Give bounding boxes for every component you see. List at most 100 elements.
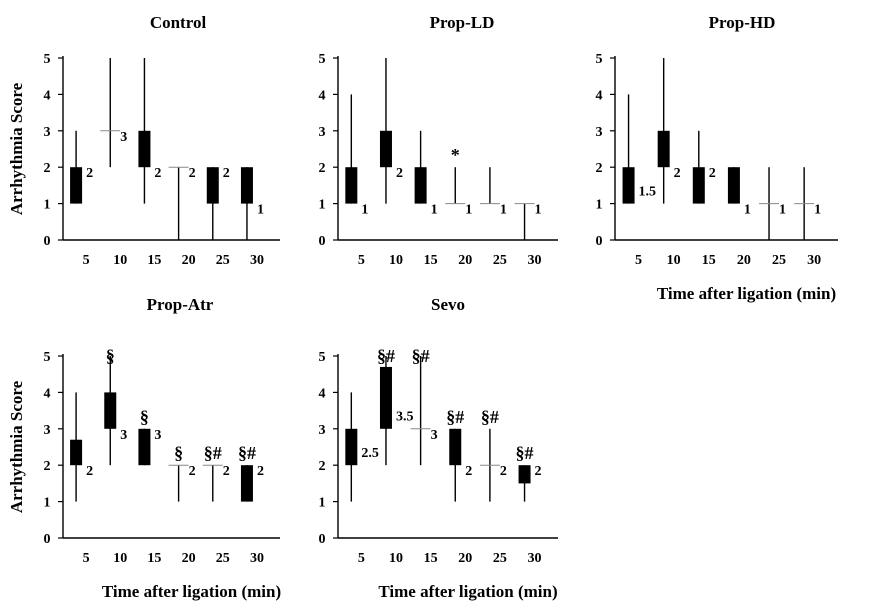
y-tick-label: 0 [44, 532, 51, 547]
box [138, 428, 151, 466]
x-tick-label: 15 [702, 253, 716, 268]
panel-4: Prop-Atr 0 1 2 3 4 5 Arrhythmia Score 5 10 15 20 25 3… [7, 295, 281, 601]
y-tick-label: 0 [319, 532, 326, 547]
x-tick-label: 30 [250, 253, 264, 268]
x-tick-label: 25 [216, 253, 230, 268]
x-tick-label: 5 [358, 551, 365, 566]
x-tick-label: 30 [528, 551, 542, 566]
y-axis-label: Arrhythmia Score [7, 380, 26, 513]
median-label: 1 [465, 203, 472, 218]
panel-1: Control 0 1 2 3 4 5 Arrhythmia Score 5 10 15 20 25 30… [7, 13, 280, 268]
box [104, 392, 117, 429]
x-axis-label: Time after ligation (min) [378, 582, 557, 601]
median-label: 3 [154, 428, 161, 443]
y-tick-label: 5 [319, 52, 326, 67]
x-tick-label: 15 [147, 253, 161, 268]
x-tick-label: 10 [113, 253, 127, 268]
median-label: 3.5 [396, 410, 414, 425]
x-tick-label: 25 [493, 551, 507, 566]
significance-mark: §# [204, 443, 222, 463]
x-tick-label: 10 [113, 551, 127, 566]
y-tick-label: 4 [319, 386, 326, 401]
y-tick-label: 3 [44, 423, 51, 438]
y-tick-label: 2 [44, 161, 51, 176]
y-tick-label: 1 [596, 198, 603, 213]
significance-mark: §# [238, 443, 256, 463]
x-tick-label: 20 [458, 551, 472, 566]
median-label: 1 [500, 203, 507, 218]
median-label: 3 [120, 130, 127, 145]
significance-mark: §# [481, 407, 499, 427]
panel-title: Sevo [431, 295, 465, 314]
x-tick-label: 5 [358, 253, 365, 268]
box [345, 167, 358, 204]
y-tick-label: 3 [44, 125, 51, 140]
box [622, 167, 635, 204]
median-label: 2 [154, 166, 161, 181]
x-tick-label: 10 [389, 551, 403, 566]
panel-5: Sevo 0 1 2 3 4 5 5 10 15 20 25 30 Time after ligation… [319, 295, 558, 601]
median-label: 2 [86, 166, 93, 181]
box [345, 428, 358, 466]
panel-title: Prop-Atr [147, 295, 214, 314]
x-tick-label: 15 [424, 551, 438, 566]
significance-mark: §# [412, 346, 430, 366]
median-label: 1 [779, 203, 786, 218]
box [727, 167, 740, 204]
y-tick-label: 0 [319, 234, 326, 249]
median-label: 2 [674, 166, 681, 181]
median-label: 2.5 [361, 446, 379, 461]
x-tick-label: 30 [807, 253, 821, 268]
median-label: 1 [361, 203, 368, 218]
y-axis-label: Arrhythmia Score [7, 82, 26, 215]
median-label: 3 [431, 428, 438, 443]
box [240, 167, 253, 204]
x-tick-label: 30 [528, 253, 542, 268]
x-tick-label: 25 [772, 253, 786, 268]
median-label: 2 [500, 464, 507, 479]
median-label: 2 [86, 464, 93, 479]
y-tick-label: 4 [319, 88, 326, 103]
y-tick-label: 4 [44, 88, 51, 103]
y-tick-label: 5 [596, 52, 603, 67]
y-tick-label: 3 [596, 125, 603, 140]
y-tick-label: 0 [596, 234, 603, 249]
significance-mark: § [106, 346, 115, 366]
x-tick-label: 20 [737, 253, 751, 268]
y-tick-label: 1 [44, 496, 51, 511]
median-label: 1 [814, 203, 821, 218]
box [379, 366, 392, 429]
median-label: 2 [223, 464, 230, 479]
y-tick-label: 4 [596, 88, 603, 103]
box [692, 167, 705, 204]
median-label: 2 [223, 166, 230, 181]
x-tick-label: 20 [182, 253, 196, 268]
y-tick-label: 3 [319, 423, 326, 438]
box [449, 428, 462, 466]
y-tick-label: 5 [319, 350, 326, 365]
median-label: 2 [465, 464, 472, 479]
x-tick-label: 5 [635, 253, 642, 268]
x-tick-label: 5 [83, 551, 90, 566]
panel-2: Prop-LD 0 1 2 3 4 5 5 10 15 20 25 30 1 2 1 1 * 1 1 [319, 13, 558, 268]
box [70, 167, 83, 204]
median-label: 2 [396, 166, 403, 181]
box [518, 465, 531, 484]
x-tick-label: 25 [493, 253, 507, 268]
median-label: 2 [535, 464, 542, 479]
y-tick-label: 1 [319, 496, 326, 511]
x-tick-label: 5 [83, 253, 90, 268]
significance-mark: §# [516, 443, 534, 463]
median-label: 2 [257, 464, 264, 479]
y-tick-label: 2 [319, 459, 326, 474]
box [379, 130, 392, 168]
x-tick-label: 20 [182, 551, 196, 566]
box [70, 439, 83, 466]
box [138, 130, 151, 168]
x-axis-label: Time after ligation (min) [657, 284, 836, 303]
x-tick-label: 20 [458, 253, 472, 268]
significance-mark: * [451, 145, 460, 165]
significance-mark: § [140, 407, 149, 427]
x-tick-label: 30 [250, 551, 264, 566]
